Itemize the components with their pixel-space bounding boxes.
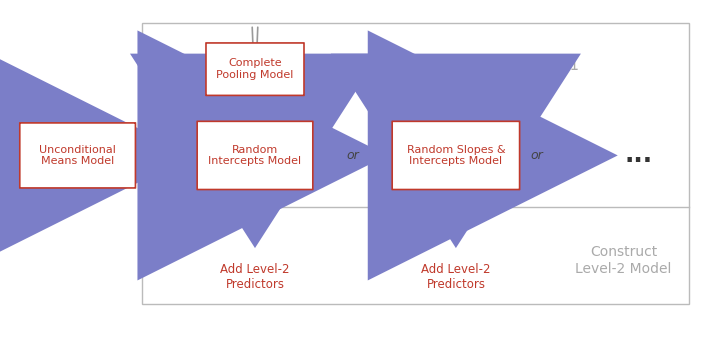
Text: or: or xyxy=(531,149,544,162)
Text: Add Level-2
Predictors: Add Level-2 Predictors xyxy=(220,263,290,291)
Text: Construct
Level-2 Model: Construct Level-2 Model xyxy=(575,245,672,276)
Text: Unconditional
Means Model: Unconditional Means Model xyxy=(39,145,116,166)
Text: Add Level-2
Predictors: Add Level-2 Predictors xyxy=(421,263,491,291)
FancyBboxPatch shape xyxy=(392,121,520,190)
FancyBboxPatch shape xyxy=(206,43,304,95)
Text: Construct Level-1
Model: Construct Level-1 Model xyxy=(450,59,579,91)
Text: Random
Intercepts Model: Random Intercepts Model xyxy=(209,145,302,166)
Text: Complete
Pooling Model: Complete Pooling Model xyxy=(216,59,294,80)
FancyBboxPatch shape xyxy=(197,121,313,190)
Text: or: or xyxy=(346,149,359,162)
FancyBboxPatch shape xyxy=(142,23,689,304)
Text: Random Slopes &
Intercepts Model: Random Slopes & Intercepts Model xyxy=(407,145,505,166)
Text: ...: ... xyxy=(624,144,652,167)
FancyBboxPatch shape xyxy=(20,123,135,188)
